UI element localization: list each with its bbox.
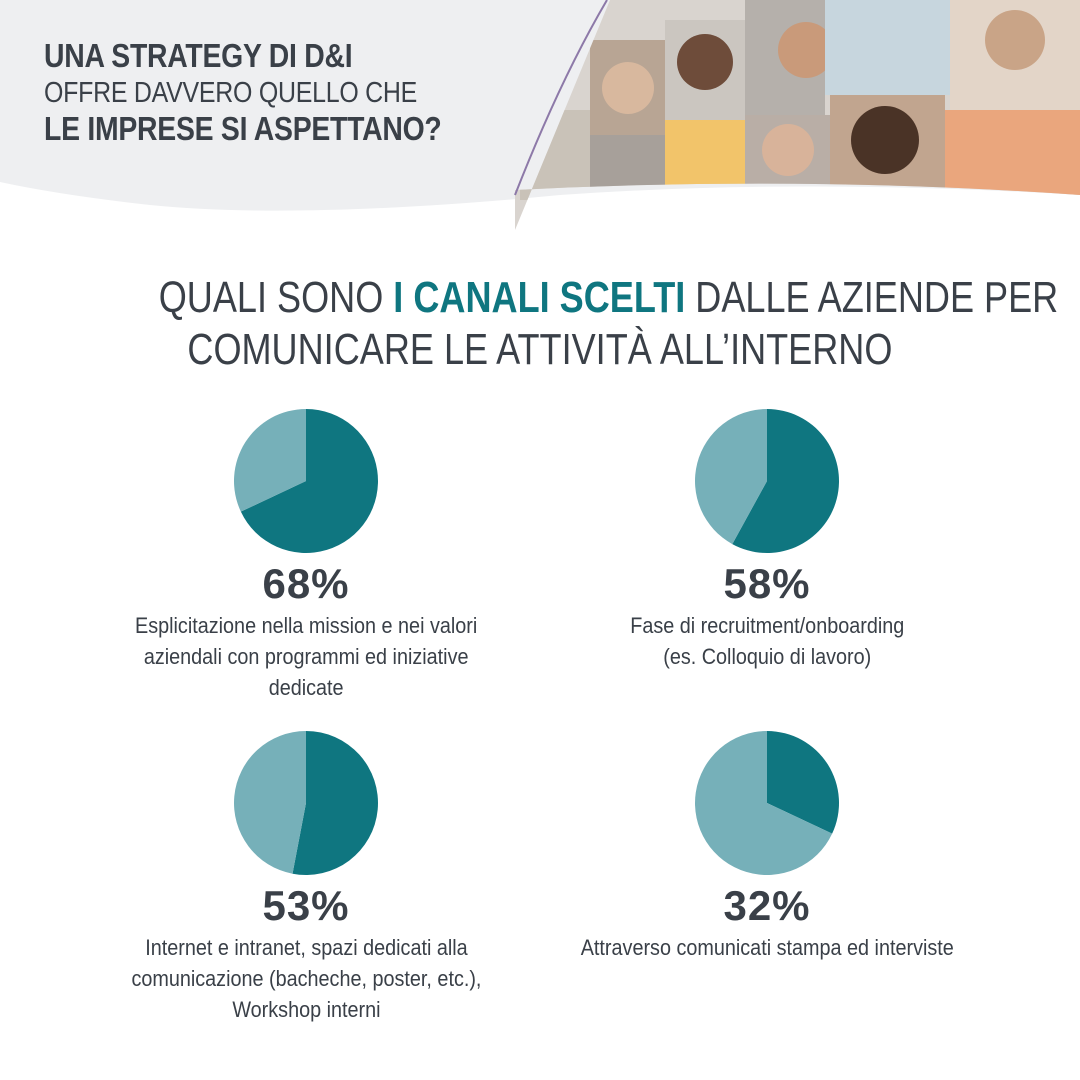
pie-card-3: 53% Internet e intranet, spazi dedicati … [96,730,516,1025]
pie-card-2: 58% Fase di recruitment/onboarding (es. … [557,408,977,672]
header-title-line3: LE IMPRESE SI ASPETTANO? [44,110,442,148]
header-title-line2: OFFRE DAVVERO QUELLO CHE [44,76,418,109]
pie-chart-3 [233,731,378,875]
question-part1: QUALI SONO [158,273,394,322]
pie-chart-2 [695,409,839,553]
pie-description-4: Attraverso comunicati stampa ed intervis… [580,935,954,960]
pie-card-4: 32% Attraverso comunicati stampa ed inte… [557,730,977,963]
pie-3-slice-1 [292,731,378,875]
pie-1-slice-2 [233,409,306,512]
question-part2: DALLE AZIENDE PER [685,273,1059,322]
pie-1-slice-1 [240,409,378,553]
pie-chart-4 [695,731,839,875]
pie-value-2: 58% [723,560,811,607]
section-question: QUALI SONO I CANALI SCELTI DALLE AZIENDE… [60,272,1059,376]
pie-2-slice-2 [695,409,767,545]
header-title-line1: UNA STRATEGY DI D&I [44,37,353,74]
pie-value-1: 68% [262,560,350,607]
question-highlight: I CANALI SCELTI [393,273,686,322]
pie-4-slice-2 [695,731,833,875]
pie-description-2: Fase di recruitment/onboarding (es. Coll… [629,613,905,669]
pie-description-1: Esplicitazione nella mission e nei valor… [134,613,478,700]
question-line1: QUALI SONO I CANALI SCELTI DALLE AZIENDE… [159,272,1059,324]
pie-2-slice-1 [732,409,839,553]
header-banner [0,0,1080,230]
pie-description-3: Internet e intranet, spazi dedicati alla… [130,935,481,1022]
pie-chart-1 [233,409,378,553]
question-line2: COMUNICARE LE ATTIVITÀ ALL’INTERNO [187,325,893,374]
header-title: UNA STRATEGY DI D&I OFFRE DAVVERO QUELLO… [44,37,506,148]
pie-value-4: 32% [723,882,811,929]
pie-value-3: 53% [262,882,350,929]
pie-4-slice-1 [767,731,839,834]
pie-3-slice-2 [233,731,306,874]
pie-card-1: 68% Esplicitazione nella mission e nei v… [96,408,516,703]
